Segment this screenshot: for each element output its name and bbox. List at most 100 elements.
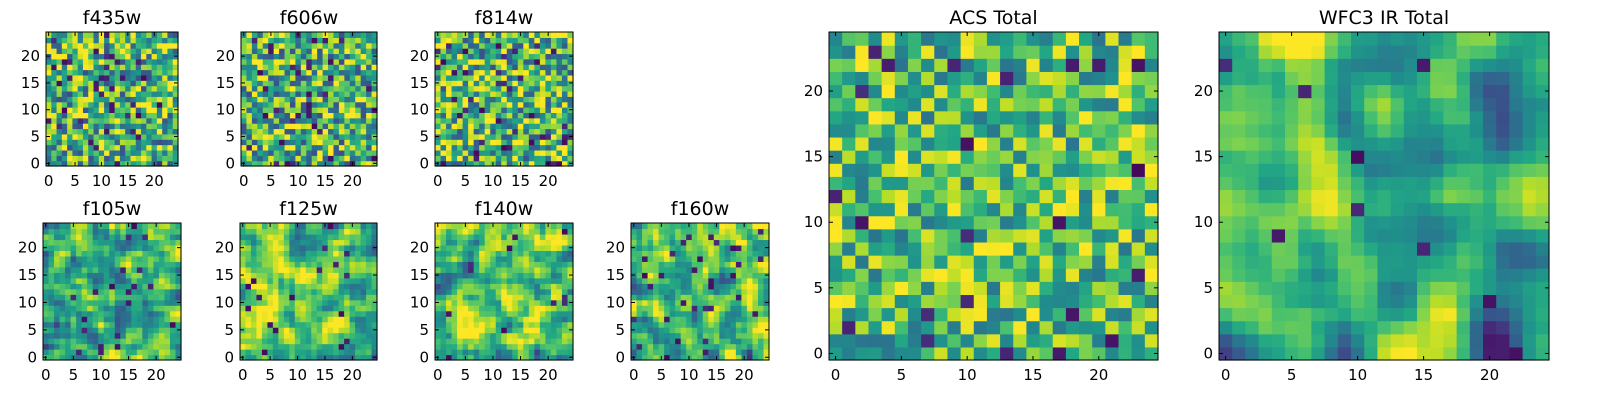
heatmap-cell (261, 294, 268, 301)
heatmap-cell (468, 294, 475, 301)
heatmap-cell (1105, 176, 1120, 191)
heatmap-cell (451, 64, 458, 71)
heatmap-cell (338, 277, 345, 284)
heatmap-cell (311, 266, 318, 273)
heatmap-cell (730, 343, 737, 350)
heatmap-cell (517, 228, 524, 235)
heatmap-cell (300, 42, 307, 49)
heatmap-cell (545, 239, 552, 246)
heatmap-cell (65, 261, 72, 268)
heatmap-cell (333, 310, 340, 317)
heatmap-cell (70, 327, 77, 334)
heatmap-cell (344, 327, 351, 334)
heatmap-cell (114, 155, 121, 162)
heatmap-cell (829, 228, 843, 243)
heatmap-cell (757, 228, 765, 235)
heatmap-cell (371, 37, 378, 44)
heatmap-cell (647, 354, 654, 361)
heatmap-cell (136, 233, 143, 241)
heatmap-cell (289, 327, 296, 334)
heatmap-cell (501, 299, 508, 306)
heatmap-cell (366, 144, 373, 151)
heatmap-cell (54, 261, 61, 268)
heatmap-cell (82, 117, 89, 124)
heatmap-cell (495, 64, 502, 71)
heatmap-cell (360, 272, 367, 279)
heatmap-cell (333, 255, 340, 262)
heatmap-cell (289, 133, 296, 140)
heatmap-cell (371, 96, 378, 103)
heatmap-cell (333, 288, 340, 295)
heatmap-cell (512, 223, 519, 230)
heatmap-cell (907, 202, 922, 217)
heatmap-cell (473, 294, 480, 301)
heatmap-cell (556, 349, 563, 356)
heatmap-cell (43, 261, 50, 268)
heatmap-cell (855, 333, 870, 348)
heatmap-cell (457, 299, 464, 306)
heatmap-cell (272, 272, 279, 279)
heatmap-cell (156, 64, 163, 71)
heatmap-cell (473, 139, 480, 146)
heatmap-cell (479, 112, 486, 119)
heatmap-cell (120, 343, 127, 350)
x-tick-label: 15 (315, 366, 334, 384)
heatmap-cell (647, 288, 654, 295)
heatmap-cell (528, 299, 535, 306)
heatmap-cell (366, 244, 373, 251)
heatmap-cell (1118, 333, 1133, 348)
heatmap-cell (81, 294, 88, 301)
heatmap-cell (545, 244, 552, 251)
heatmap-cell (305, 233, 312, 241)
heatmap-cell (295, 53, 302, 60)
heatmap-cell (147, 250, 154, 257)
heatmap-cell (1013, 215, 1027, 230)
heatmap-cell (517, 305, 524, 312)
heatmap-cell (311, 338, 318, 345)
heatmap-cell (98, 112, 105, 119)
y-tick-label: 10 (216, 101, 235, 119)
heatmap-cell (561, 343, 569, 350)
heatmap-cell (251, 112, 258, 119)
heatmap-cell (273, 155, 280, 162)
heatmap-cell (82, 160, 89, 167)
heatmap-cell (360, 96, 367, 103)
heatmap-cell (631, 288, 638, 295)
heatmap-cell (355, 261, 362, 268)
heatmap-cell (366, 327, 373, 334)
heatmap-cell (355, 277, 362, 284)
heatmap-cell (54, 316, 61, 323)
heatmap-cell (545, 327, 552, 334)
heatmap-cell (567, 239, 574, 246)
heatmap-cell (752, 299, 759, 306)
heatmap-cell (1026, 176, 1041, 191)
heatmap-cell (257, 90, 264, 97)
heatmap-cell (125, 107, 132, 113)
heatmap-cell (473, 117, 480, 124)
heatmap-cell (512, 96, 519, 103)
heatmap-cell (842, 255, 856, 269)
heatmap-cell (490, 117, 497, 124)
heatmap-cell (289, 316, 296, 323)
heatmap-cell (752, 343, 759, 350)
heatmap-cell (48, 327, 55, 334)
heatmap-cell (664, 338, 671, 345)
heatmap-cell (114, 80, 121, 87)
heatmap-cell (162, 96, 169, 103)
heatmap-cell (327, 261, 334, 268)
heatmap-cell (1092, 189, 1106, 204)
heatmap-cell (322, 261, 329, 268)
heatmap-cell (702, 316, 709, 323)
heatmap-cell (56, 155, 63, 162)
heatmap-cell (534, 42, 541, 49)
heatmap-cell (103, 321, 110, 328)
heatmap-cell (642, 316, 649, 323)
heatmap-cell (473, 261, 480, 268)
heatmap-cell (479, 283, 486, 290)
heatmap-cell (842, 241, 856, 256)
heatmap-cell (153, 277, 160, 284)
heatmap-cell (273, 112, 280, 119)
heatmap-cell (523, 294, 530, 301)
heatmap-cell (517, 239, 524, 246)
heatmap-cell (986, 307, 1001, 322)
